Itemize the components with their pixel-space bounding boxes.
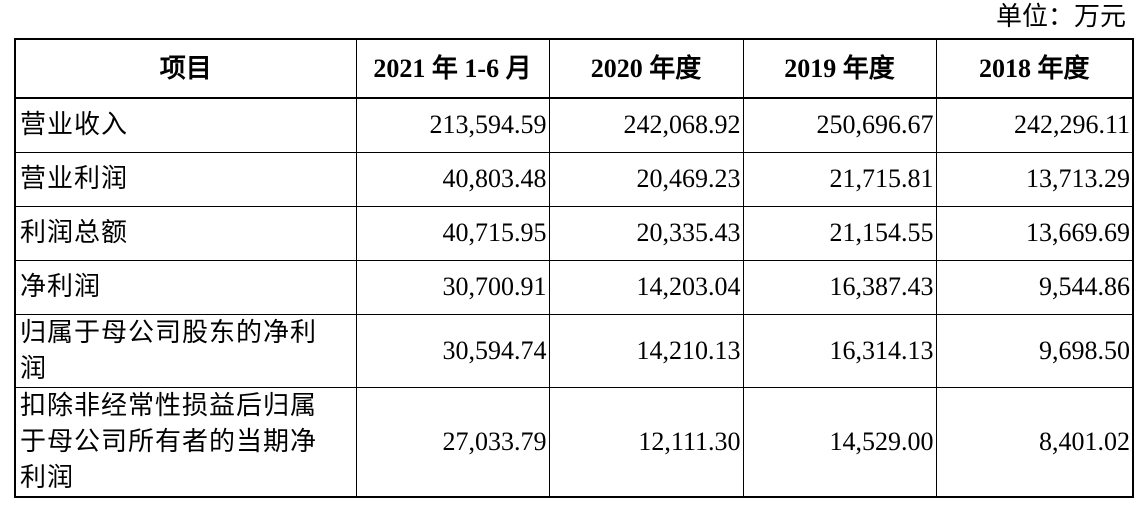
- cell-value: 16,387.43: [742, 259, 937, 315]
- table-row: 营业利润 40,803.48 20,469.23 21,715.81 13,713.29: [14, 151, 1134, 207]
- cell-value: 30,594.74: [355, 313, 550, 388]
- column-header: 2018 年度: [935, 38, 1134, 99]
- row-label: 归属于母公司股东的净利润: [14, 313, 357, 388]
- cell-value: 14,203.04: [548, 259, 744, 315]
- column-header: 2021 年 1-6 月: [355, 38, 550, 99]
- table-row: 利润总额 40,715.95 20,335.43 21,154.55 13,669.69: [14, 205, 1134, 261]
- cell-value: 13,669.69: [935, 205, 1134, 261]
- cell-value: 213,594.59: [355, 97, 550, 153]
- cell-value: 9,544.86: [935, 259, 1134, 315]
- cell-value: 30,700.91: [355, 259, 550, 315]
- column-header: 项目: [14, 38, 357, 99]
- cell-value: 14,529.00: [742, 386, 937, 497]
- column-header: 2019 年度: [742, 38, 937, 99]
- cell-value: 250,696.67: [742, 97, 937, 153]
- cell-value: 9,698.50: [935, 313, 1134, 388]
- cell-value: 16,314.13: [742, 313, 937, 388]
- cell-value: 40,803.48: [355, 151, 550, 207]
- table-row: 营业收入 213,594.59 242,068.92 250,696.67 242,29…: [14, 97, 1134, 153]
- cell-value: 21,715.81: [742, 151, 937, 207]
- table-row: 净利润 30,700.91 14,203.04 16,387.43 9,544.86: [14, 259, 1134, 315]
- cell-value: 242,068.92: [548, 97, 744, 153]
- row-label: 营业收入: [14, 97, 357, 153]
- column-header: 2020 年度: [548, 38, 744, 99]
- cell-value: 8,401.02: [935, 386, 1134, 497]
- table-body: 营业收入 213,594.59 242,068.92 250,696.67 242,29…: [14, 97, 1134, 497]
- cell-value: 13,713.29: [935, 151, 1134, 207]
- row-label: 利润总额: [14, 205, 357, 261]
- header-row: 项目 2021 年 1-6 月 2020 年度 2019 年度 2018 年度: [14, 38, 1134, 99]
- cell-value: 40,715.95: [355, 205, 550, 261]
- row-label: 营业利润: [14, 151, 357, 207]
- cell-value: 20,469.23: [548, 151, 744, 207]
- financial-table: 项目 2021 年 1-6 月 2020 年度 2019 年度 2018 年度 营业收入…: [14, 38, 1134, 498]
- cell-value: 14,210.13: [548, 313, 744, 388]
- cell-value: 12,111.30: [548, 386, 744, 497]
- table-row: 扣除非经常性损益后归属于母公司所有者的当期净利润 27,033.79 12,111.…: [14, 386, 1134, 497]
- cell-value: 242,296.11: [935, 97, 1134, 153]
- row-label: 净利润: [14, 259, 357, 315]
- cell-value: 21,154.55: [742, 205, 937, 261]
- cell-value: 20,335.43: [548, 205, 744, 261]
- cell-value: 27,033.79: [355, 386, 550, 497]
- row-label: 扣除非经常性损益后归属于母公司所有者的当期净利润: [14, 386, 357, 497]
- table-row: 归属于母公司股东的净利润 30,594.74 14,210.13 16,314.13 9…: [14, 313, 1134, 388]
- unit-label: 单位：万元: [995, 2, 1126, 31]
